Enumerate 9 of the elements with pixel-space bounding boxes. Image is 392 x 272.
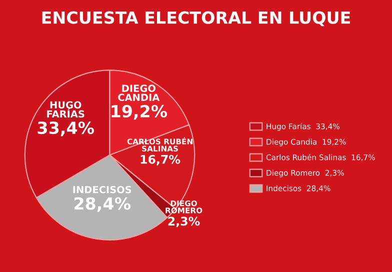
text: HUGO FARÍAS	[47, 101, 84, 118]
data-label: 19,2%	[112, 104, 168, 120]
text: INDECISOS	[73, 186, 132, 194]
data-label: 2,3%	[168, 216, 200, 228]
text: DIEGO CANDIA	[118, 84, 160, 102]
data-label: 16,7%	[140, 154, 180, 166]
data-label: 28,4%	[74, 197, 130, 212]
data-label: 33,4%	[38, 121, 94, 136]
chart-title: ENCUESTA ELECTORAL EN LUQUE	[42, 11, 350, 26]
